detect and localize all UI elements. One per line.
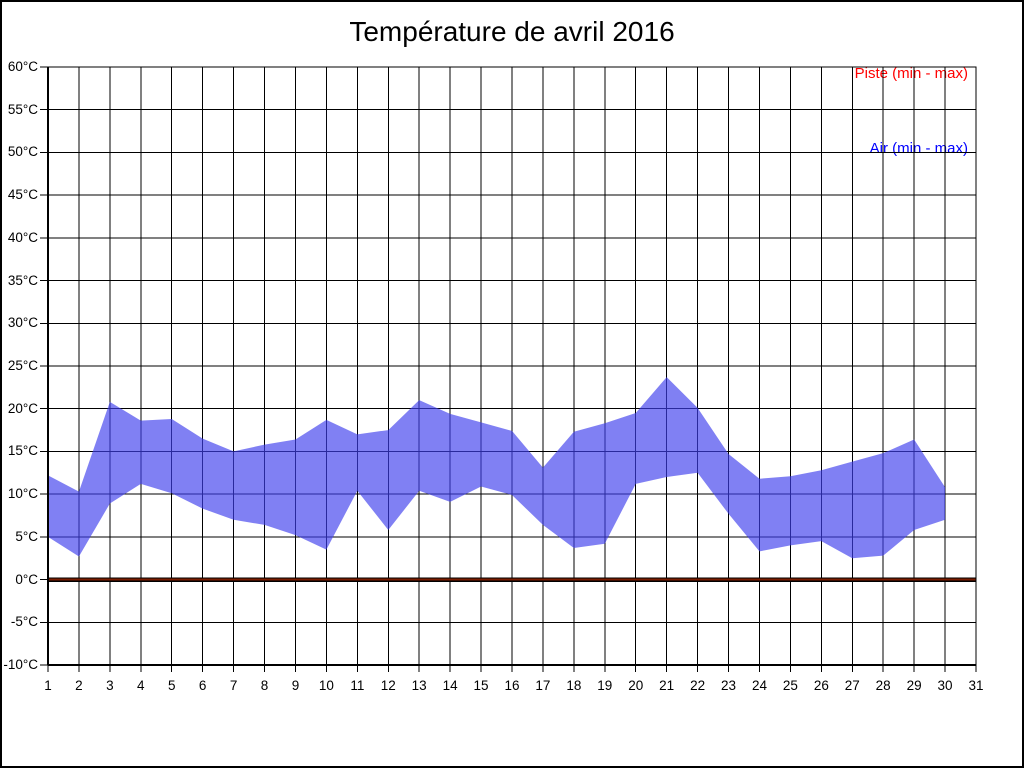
y-tick-label: 45°C <box>7 187 38 203</box>
x-tick-label: 28 <box>875 678 891 693</box>
y-tick-label: 50°C <box>7 144 38 160</box>
x-tick-label: 11 <box>350 678 365 693</box>
y-tick-label: 55°C <box>7 101 38 117</box>
x-tick-label: 10 <box>318 678 334 693</box>
x-tick-label: 16 <box>504 678 520 693</box>
x-tick-label: 19 <box>597 678 613 693</box>
x-tick-label: 7 <box>229 678 238 693</box>
x-tick-label: 25 <box>782 678 798 693</box>
x-tick-label: 6 <box>198 678 207 693</box>
x-tick-label: 8 <box>260 678 269 693</box>
x-tick-label: 17 <box>535 678 551 693</box>
y-tick-label: -10°C <box>3 657 38 672</box>
y-tick-label: 5°C <box>15 528 38 544</box>
x-tick-label: 13 <box>411 678 427 693</box>
x-tick-label: 31 <box>968 678 984 693</box>
y-tick-label: 40°C <box>7 229 38 245</box>
x-tick-label: 26 <box>813 678 829 693</box>
x-tick-label: 21 <box>659 678 675 693</box>
x-tick-label: 3 <box>106 678 114 693</box>
x-tick-label: 5 <box>167 678 176 693</box>
y-tick-label: 10°C <box>7 486 38 502</box>
y-tick-label: 60°C <box>7 59 38 74</box>
x-tick-label: 29 <box>906 678 922 693</box>
x-tick-label: 24 <box>751 678 767 693</box>
chart-plot-svg <box>40 66 977 672</box>
x-tick-label: 9 <box>291 678 300 693</box>
x-tick-label: 2 <box>75 678 83 693</box>
x-tick-label: 20 <box>628 678 644 693</box>
x-tick-label: 23 <box>721 678 737 693</box>
chart-title: Température de avril 2016 <box>349 16 675 47</box>
y-tick-label: 0°C <box>15 571 38 587</box>
y-tick-label: 25°C <box>7 358 38 373</box>
y-tick-label: -5°C <box>10 614 38 630</box>
y-tick-label: 20°C <box>7 400 38 416</box>
x-tick-label: 15 <box>473 678 489 693</box>
x-tick-label: 14 <box>442 678 458 693</box>
x-tick-label: 22 <box>690 678 706 693</box>
y-tick-label: 35°C <box>7 272 38 288</box>
x-tick-label: 30 <box>937 678 953 693</box>
x-tick-label: 4 <box>137 678 145 693</box>
x-tick-label: 12 <box>380 678 396 693</box>
legend-entry-piste: Piste (min - max) <box>854 65 968 82</box>
y-tick-label: 30°C <box>7 315 38 331</box>
x-tick-label: 27 <box>844 678 860 693</box>
air-minmax-band <box>48 377 946 559</box>
x-tick-label: 1 <box>44 678 52 693</box>
y-tick-label: 15°C <box>7 443 38 459</box>
x-tick-label: 18 <box>566 678 582 693</box>
